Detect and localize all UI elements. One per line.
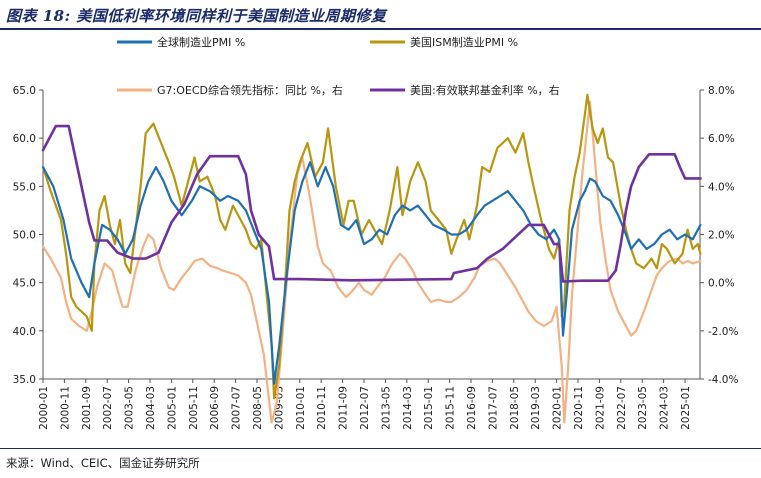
x-tick-label: 2020-11 <box>573 386 585 430</box>
chart-lines <box>41 93 702 424</box>
left-tick-label: 35.0 <box>13 374 36 386</box>
x-tick-label: 2022-07 <box>616 386 628 430</box>
x-tick-label: 2011-09 <box>338 386 350 430</box>
series-ism-pmi <box>41 93 702 400</box>
legend-label-ism-pmi: 美国ISM制造业PMI % <box>410 35 518 49</box>
chart-axes: 35.0 40.0 45.0 50.0 55.0 60.0 65.0 -4.0% -2.0% 0.… <box>13 85 739 430</box>
left-tick-label: 65.0 <box>13 85 36 97</box>
footer-divider <box>0 448 761 449</box>
x-tick-label: 2018-05 <box>509 386 521 430</box>
right-tick-label: 8.0% <box>708 85 735 97</box>
x-tick-label: 2005-01 <box>166 386 178 430</box>
x-tick-label: 2019-03 <box>530 386 542 430</box>
x-tick-label: 2015-01 <box>423 386 435 430</box>
series-oecd-cli <box>41 100 702 424</box>
pmi-chart: 全球制造业PMI % 美国ISM制造业PMI % G7:OECD综合领先指标：同… <box>13 35 739 430</box>
x-tick-label: 2002-07 <box>102 386 114 430</box>
left-tick-label: 60.0 <box>13 133 36 145</box>
series-global-pmi <box>41 161 702 385</box>
x-tick-label: 2004-03 <box>145 386 157 430</box>
legend-label-global-pmi: 全球制造业PMI % <box>157 35 245 49</box>
right-tick-label: 0.0% <box>708 278 735 290</box>
x-tick-label: 2015-11 <box>445 386 457 430</box>
x-tick-label: 2024-03 <box>659 386 671 430</box>
x-tick-label: 2013-05 <box>380 386 392 430</box>
x-tick-label: 2023-05 <box>637 386 649 430</box>
right-tick-label: 6.0% <box>708 133 735 145</box>
legend-label-oecd-cli: G7:OECD综合领先指标：同比 %，右 <box>157 83 343 97</box>
x-tick-label: 2014-03 <box>402 386 414 430</box>
right-tick-label: -2.0% <box>708 326 738 338</box>
left-tick-label: 50.0 <box>13 230 36 242</box>
right-tick-label: -4.0% <box>708 374 738 386</box>
x-tick-label: 2003-05 <box>124 386 136 430</box>
left-tick-label: 45.0 <box>13 278 36 290</box>
figure-title: 图表 18: 美国低利率环境同样利于美国制造业周期修复 <box>6 7 387 25</box>
x-tick-label: 2010-01 <box>295 386 307 430</box>
x-tick-label: 2005-11 <box>188 386 200 430</box>
x-tick-label: 2012-07 <box>359 386 371 430</box>
x-tick-label: 2017-07 <box>487 386 499 430</box>
right-tick-label: 4.0% <box>708 181 735 193</box>
x-tick-label: 2001-09 <box>81 386 93 430</box>
left-tick-label: 55.0 <box>13 181 36 193</box>
right-tick-label: 2.0% <box>708 230 735 242</box>
source-note: 来源：Wind、CEIC、国金证券研究所 <box>6 456 200 470</box>
x-tick-label: 2000-01 <box>38 386 50 430</box>
legend-label-fed-funds: 美国:有效联邦基金利率 %，右 <box>410 83 560 97</box>
x-tick-label: 2010-11 <box>316 386 328 430</box>
series-fed-funds <box>41 124 702 283</box>
x-tick-label: 2000-11 <box>59 386 71 430</box>
chart-legend: 全球制造业PMI % 美国ISM制造业PMI % G7:OECD综合领先指标：同… <box>117 35 560 97</box>
x-tick-label: 2008-05 <box>252 386 264 430</box>
x-tick-label: 2025-01 <box>680 386 692 430</box>
x-tick-label: 2007-07 <box>231 386 243 430</box>
x-tick-label: 2016-09 <box>466 386 478 430</box>
x-tick-label: 2006-09 <box>209 386 221 430</box>
x-tick-label: 2021-09 <box>594 386 606 430</box>
x-tick-label: 2020-01 <box>552 386 564 430</box>
left-tick-label: 40.0 <box>13 326 36 338</box>
title-divider <box>0 28 761 30</box>
